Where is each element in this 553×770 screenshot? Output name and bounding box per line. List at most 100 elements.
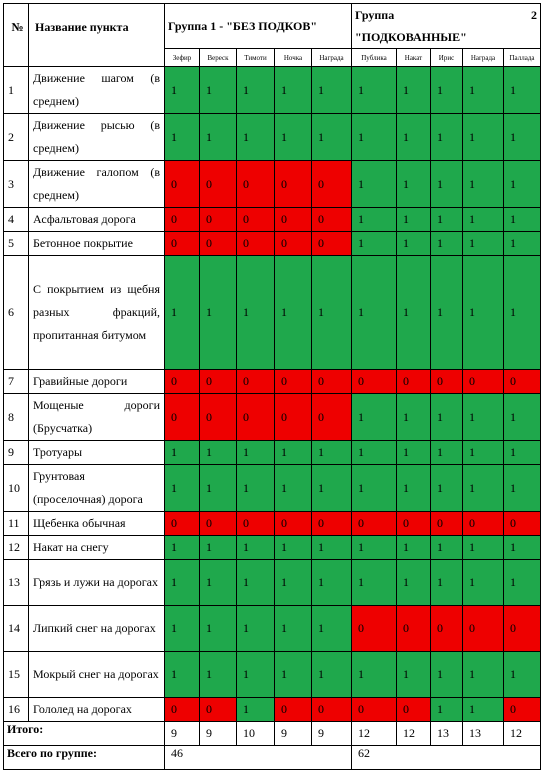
- score-cell: 1: [236, 605, 275, 652]
- row-number: 12: [3, 535, 29, 560]
- total-value: 9: [311, 721, 352, 746]
- table-row: 4 Асфальтовая дорога 0 0 0 0 0 1 1 1 1 1: [3, 207, 541, 232]
- score-cell: 1: [311, 559, 352, 606]
- score-cell: 1: [351, 559, 397, 606]
- score-cell: 1: [311, 113, 352, 161]
- table-row: 15 Мокрый снег на дорогах 1 1 1 1 1 1 1 1 1 1: [3, 651, 541, 698]
- horse-name-header: Зефир: [164, 48, 200, 67]
- score-cell: 0: [396, 369, 431, 394]
- score-cell: 1: [430, 393, 463, 441]
- score-cell: 1: [351, 113, 397, 161]
- score-cell: 1: [462, 113, 504, 161]
- score-cell: 1: [430, 160, 463, 208]
- score-cell: 1: [430, 440, 463, 465]
- score-cell: 1: [503, 160, 541, 208]
- header-group-2-title: "ПОДКОВАННЫЕ": [355, 30, 467, 44]
- row-item-name: Грязь и лужи на дорогах: [28, 559, 165, 606]
- horse-name-header: Паллада: [503, 48, 541, 67]
- horse-name-header: Публика: [351, 48, 397, 67]
- horse-names-row: Зефир Вереск Тимоти Ночка Награда Публика Нака…: [4, 48, 541, 67]
- score-cell: 0: [236, 207, 275, 232]
- total-value: 13: [430, 721, 463, 746]
- row-item-name: Щебенка обычная: [28, 511, 165, 536]
- score-cell: 0: [164, 393, 200, 441]
- row-number: 9: [3, 440, 29, 465]
- score-cell: 0: [236, 160, 275, 208]
- total-value: 9: [274, 721, 312, 746]
- horse-name-header: Награда: [311, 48, 352, 67]
- score-cell: 1: [164, 66, 200, 114]
- score-cell: 1: [462, 697, 504, 722]
- score-cell: 0: [503, 697, 541, 722]
- score-cell: 1: [430, 535, 463, 560]
- road-surface-table: № Название пункта Группа 1 - "БЕЗ ПОДКОВ…: [3, 3, 541, 770]
- score-cell: 0: [236, 393, 275, 441]
- score-cell: 1: [503, 66, 541, 114]
- row-number: 6: [3, 255, 29, 370]
- row-number: 7: [3, 369, 29, 394]
- score-cell: 0: [311, 160, 352, 208]
- score-cell: 1: [396, 255, 431, 370]
- score-cell: 1: [430, 231, 463, 256]
- table-row: 16 Гололед на дорогах 0 0 1 0 0 0 0 1 1 0: [3, 697, 541, 722]
- score-cell: 1: [351, 393, 397, 441]
- total-value: 12: [351, 721, 397, 746]
- table-row: 13 Грязь и лужи на дорогах 1 1 1 1 1 1 1 1 1 1: [3, 559, 541, 606]
- score-cell: 1: [351, 255, 397, 370]
- score-cell: 1: [351, 66, 397, 114]
- row-item-name: Накат на снегу: [28, 535, 165, 560]
- score-cell: 1: [311, 464, 352, 512]
- score-cell: 0: [311, 369, 352, 394]
- total-value: 9: [164, 721, 200, 746]
- score-cell: 0: [164, 160, 200, 208]
- score-cell: 1: [274, 535, 312, 560]
- table-row: 9 Тротуары 1 1 1 1 1 1 1 1 1 1: [3, 440, 541, 465]
- score-cell: 1: [430, 464, 463, 512]
- row-number: 11: [3, 511, 29, 536]
- score-cell: 1: [396, 535, 431, 560]
- score-cell: 1: [274, 66, 312, 114]
- score-cell: 0: [503, 369, 541, 394]
- score-cell: 1: [503, 559, 541, 606]
- header-group-2-word: Группа: [355, 8, 395, 22]
- score-cell: 0: [396, 605, 431, 652]
- score-cell: 1: [164, 440, 200, 465]
- score-cell: 1: [311, 651, 352, 698]
- total-value: 10: [236, 721, 275, 746]
- score-cell: 0: [462, 605, 504, 652]
- row-number: 5: [3, 231, 29, 256]
- score-cell: 1: [430, 66, 463, 114]
- score-cell: 1: [462, 440, 504, 465]
- table-row: 8 Мощеные дороги (Брусчатка) 0 0 0 0 0 1 1 1 1 1: [3, 393, 541, 441]
- score-cell: 0: [164, 511, 200, 536]
- score-cell: 1: [430, 113, 463, 161]
- score-cell: 1: [462, 207, 504, 232]
- score-cell: 1: [199, 535, 237, 560]
- table-row: 11 Щебенка обычная 0 0 0 0 0 0 0 0 0 0: [3, 511, 541, 536]
- table-row: 7 Гравийные дороги 0 0 0 0 0 0 0 0 0 0: [3, 369, 541, 394]
- score-cell: 1: [462, 559, 504, 606]
- score-cell: 1: [311, 440, 352, 465]
- score-cell: 0: [430, 369, 463, 394]
- score-cell: 1: [199, 651, 237, 698]
- score-cell: 1: [199, 440, 237, 465]
- score-cell: 1: [236, 559, 275, 606]
- score-cell: 1: [199, 255, 237, 370]
- score-cell: 0: [351, 605, 397, 652]
- table-row: 2 Движение рысью (в среднем) 1 1 1 1 1 1 1 1 1 1: [3, 113, 541, 161]
- score-cell: 0: [236, 369, 275, 394]
- score-cell: 0: [274, 393, 312, 441]
- table-row: 14 Липкий снег на дорогах 1 1 1 1 1 0 0 0 0 0: [3, 605, 541, 652]
- score-cell: 0: [236, 231, 275, 256]
- score-cell: 1: [503, 207, 541, 232]
- total-value: 9: [199, 721, 237, 746]
- score-cell: 1: [199, 605, 237, 652]
- score-cell: 1: [311, 605, 352, 652]
- score-cell: 1: [462, 535, 504, 560]
- score-cell: 1: [274, 559, 312, 606]
- score-cell: 0: [236, 511, 275, 536]
- score-cell: 1: [274, 651, 312, 698]
- score-cell: 1: [236, 464, 275, 512]
- score-cell: 0: [396, 697, 431, 722]
